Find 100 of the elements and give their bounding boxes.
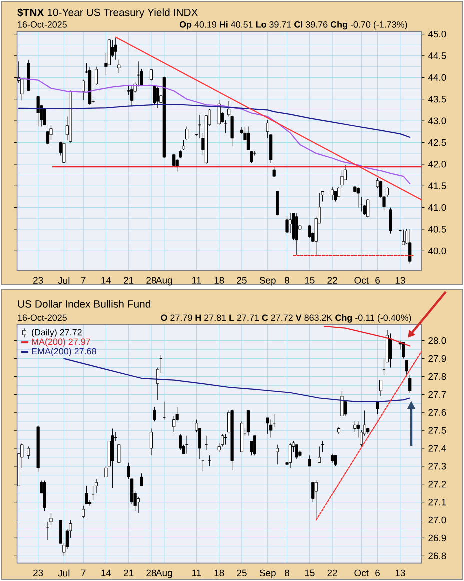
x-tick-label: Sep xyxy=(260,570,276,578)
candlestick xyxy=(94,66,98,86)
x-tick-label: 7 xyxy=(81,277,86,284)
x-tick-label: Aug xyxy=(156,277,172,286)
y-tick-label: 40.5 xyxy=(428,226,446,233)
candlestick xyxy=(402,230,406,246)
candlestick xyxy=(408,374,412,394)
candlestick xyxy=(82,80,86,101)
y-tick-label: 28.0 xyxy=(428,337,446,344)
candlestick xyxy=(218,100,221,126)
candlestick xyxy=(266,418,270,434)
candlestick xyxy=(295,444,299,460)
candlestick xyxy=(162,402,166,420)
candlestick xyxy=(330,186,334,200)
candlestick xyxy=(43,108,46,126)
candlestick xyxy=(253,436,256,456)
y-tick-label: 42.0 xyxy=(428,161,446,168)
y-tick-label: 26.9 xyxy=(428,534,446,542)
candlestick xyxy=(202,460,205,472)
y-tick-label: 41.5 xyxy=(428,182,446,190)
y-tick-label: 27.5 xyxy=(428,427,446,434)
x-tick-label: 11 xyxy=(192,277,202,284)
x-tick-label: 14 xyxy=(102,277,112,284)
chart-title: $TNX 10-Year US Treasury Yield INDX xyxy=(18,8,198,18)
y-tick-label: 43.0 xyxy=(428,118,446,124)
legend-label: EMA(200) 27.68 xyxy=(32,348,96,356)
x-tick-label: 23 xyxy=(34,277,44,284)
chart-subtitle: 16-Oct-2025 xyxy=(18,314,67,322)
candlestick xyxy=(230,116,234,147)
y-tick-label: 43.5 xyxy=(428,96,446,103)
candlestick xyxy=(308,455,312,467)
y-tick-label: 42.5 xyxy=(428,139,446,146)
y-tick-label: 40.0 xyxy=(428,248,446,255)
x-tick-label: 25 xyxy=(237,570,247,577)
y-tick-label: 27.9 xyxy=(428,355,446,362)
candlestick xyxy=(405,360,408,378)
candlestick xyxy=(288,442,292,469)
candlestick xyxy=(276,444,280,465)
candlestick xyxy=(246,410,250,436)
y-tick-label: 27.6 xyxy=(428,409,446,416)
candlestick xyxy=(50,124,53,140)
candlestick xyxy=(334,455,338,467)
chart-subtitle: 16-Oct-2025 xyxy=(18,22,67,28)
candlestick xyxy=(185,126,189,140)
candlestick xyxy=(114,38,118,60)
x-tick-label: Oct xyxy=(354,570,369,577)
candlestick xyxy=(82,506,86,519)
candlestick xyxy=(340,390,344,416)
candlestick xyxy=(376,402,380,415)
y-tick-label: 44.0 xyxy=(428,74,446,82)
x-tick-label: 7 xyxy=(81,570,86,576)
x-tick-label: Jul xyxy=(58,277,70,284)
candlestick xyxy=(182,140,186,150)
candlestick xyxy=(272,166,276,178)
y-tick-label: 27.3 xyxy=(428,463,446,470)
candlestick xyxy=(140,473,144,486)
x-tick-label: 13 xyxy=(396,277,406,284)
candlestick xyxy=(156,86,160,108)
y-tick-label: 44.5 xyxy=(428,52,446,60)
x-tick-label: 23 xyxy=(34,570,44,577)
candlestick xyxy=(334,191,338,202)
y-tick-label: 41.0 xyxy=(428,204,446,212)
x-tick-label: Oct xyxy=(354,277,369,284)
line-series xyxy=(18,78,411,184)
y-tick-label: 27.0 xyxy=(428,516,446,524)
text: O 27.79 H 27.81 L 27.71 C 27.72 V 863.2K Chg -0.11 (-0.40%) xyxy=(161,314,412,323)
candlestick xyxy=(150,428,154,456)
candlestick xyxy=(308,224,312,238)
legend-label: MA(200) 27.97 xyxy=(32,338,90,347)
candlestick xyxy=(118,60,121,74)
x-tick-label: 18 xyxy=(214,570,224,577)
candlestick xyxy=(118,444,121,464)
candlestick xyxy=(356,186,360,208)
y-tick-label: 27.8 xyxy=(428,373,446,380)
candlestick xyxy=(314,480,318,521)
x-tick-label: 11 xyxy=(192,570,202,576)
x-tick-label: 6 xyxy=(376,277,380,284)
x-tick-label: Sep xyxy=(260,277,276,286)
x-tick-label: 28 xyxy=(146,570,156,577)
candlestick xyxy=(62,142,66,164)
x-tick-label: Aug xyxy=(156,570,172,578)
candlestick xyxy=(208,455,212,467)
candlestick xyxy=(389,208,392,234)
x-tick-label: 22 xyxy=(328,277,338,284)
candlestick xyxy=(228,101,231,118)
candlestick xyxy=(136,496,140,514)
candlestick xyxy=(27,446,30,460)
x-tick-label: 15 xyxy=(305,277,315,284)
candlestick xyxy=(402,342,406,360)
x-tick-label: 8 xyxy=(285,570,290,577)
x-tick-label: 13 xyxy=(396,570,406,577)
candlestick xyxy=(153,85,156,105)
text: Op 40.19 Hi 40.51 Lo 39.71 Cl 39.76 Chg -0.70 (-1.73%) xyxy=(180,21,408,30)
line-series xyxy=(64,358,411,402)
candlestick xyxy=(408,228,412,264)
candlestick xyxy=(150,68,154,82)
line-series xyxy=(18,104,411,138)
x-tick-label: 25 xyxy=(237,277,247,284)
x-tick-label: 8 xyxy=(285,277,290,284)
y-tick-label: 27.4 xyxy=(428,445,446,452)
